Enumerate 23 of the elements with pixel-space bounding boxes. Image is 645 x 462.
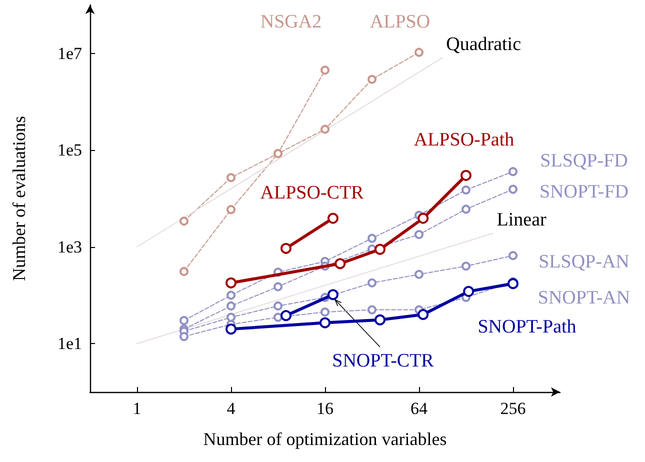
x-tick-label: 16 (316, 399, 334, 418)
series-label: NSGA2 (260, 12, 322, 32)
x-axis-title: Number of optimization variables (203, 429, 447, 449)
y-tick-label: 1e5 (57, 140, 82, 160)
text: SNOPT-CTR (332, 350, 434, 372)
series-label: ALPSO-CTR (260, 182, 364, 204)
x-tick-label: 1 (132, 399, 142, 418)
series-label: SNOPT-AN (538, 288, 630, 308)
y-tick-label: 1e1 (57, 334, 82, 354)
y-tick-label: 1e7 (57, 44, 82, 63)
series-label: ALPSO-Path (414, 130, 515, 150)
series-label: SNOPT-Path (478, 316, 577, 338)
series-label: Quadratic (446, 34, 522, 55)
series-label: Linear (496, 209, 548, 230)
series-label: SLSQP-FD (540, 150, 628, 172)
series-label: ALPSO (370, 12, 430, 32)
series-label: SNOPT-FD (539, 182, 629, 202)
y-axis-title: Number of evaluations (9, 116, 29, 281)
y-tick-label: 1e3 (57, 237, 82, 256)
series-label: SLSQP-AN (538, 252, 630, 272)
x-tick-label: 4 (226, 399, 236, 418)
x-tick-label: 256 (500, 399, 526, 418)
x-tick-label: 64 (410, 399, 428, 418)
